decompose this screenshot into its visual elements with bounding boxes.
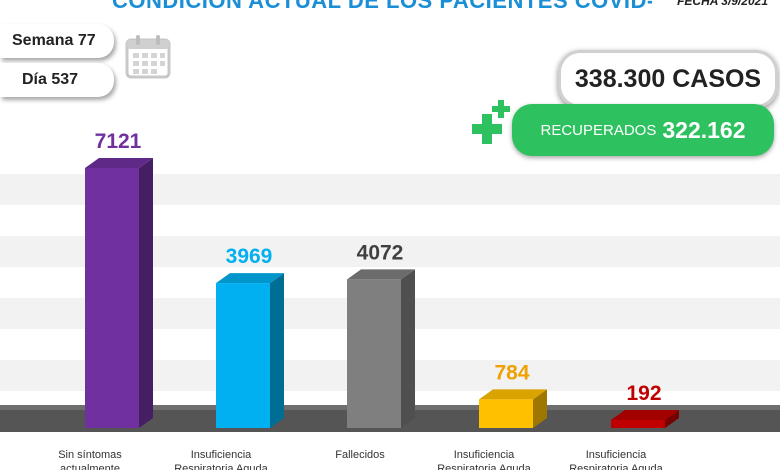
category-label: Insuficiencia	[586, 449, 647, 461]
week-badge: Semana 77	[0, 24, 114, 58]
recovered-box: RECUPERADOS 322.162	[512, 104, 774, 156]
category-label: Insuficiencia	[454, 449, 515, 461]
bar-top	[347, 269, 415, 280]
category-label: Respiratoria Aguda	[174, 463, 268, 470]
bar-side	[139, 158, 153, 428]
bar	[479, 399, 533, 428]
plus-icon	[472, 100, 510, 144]
category-label: Respiratoria Aguda	[569, 463, 663, 470]
category-label: Respiratoria Aguda	[437, 463, 531, 470]
bar	[611, 420, 665, 428]
recovered-value: 322.162	[662, 116, 746, 143]
data-label: 784	[494, 361, 529, 384]
calendar-icon	[125, 35, 171, 79]
bar	[216, 283, 270, 428]
category-label: Fallecidos	[335, 449, 385, 461]
category-label: Sin síntomas	[58, 449, 122, 461]
bar-side	[401, 269, 415, 428]
page-title: CONDICIÓN ACTUAL DE LOS PACIENTES COVID-…	[112, 0, 652, 13]
total-cases-box: 338.300 CASOS	[558, 50, 778, 108]
category-label: actualmente	[60, 463, 120, 470]
bar	[347, 279, 401, 428]
bar-side	[270, 273, 284, 428]
category-label: Insuficiencia	[191, 449, 252, 461]
bar-top	[216, 273, 284, 284]
data-label: 4072	[357, 241, 404, 264]
recovered-label: RECUPERADOS	[540, 121, 657, 139]
bar	[85, 168, 139, 428]
bar-side	[665, 410, 679, 428]
data-label: 7121	[95, 130, 142, 153]
bar-top	[85, 158, 153, 168]
day-badge: Día 537	[0, 63, 114, 97]
bar-top	[611, 410, 679, 420]
bar-side	[533, 389, 547, 428]
data-label: 3969	[226, 245, 273, 268]
bar-top	[479, 389, 547, 400]
date-label: FECHA 3/9/2021	[677, 0, 768, 8]
data-label: 192	[626, 382, 661, 405]
